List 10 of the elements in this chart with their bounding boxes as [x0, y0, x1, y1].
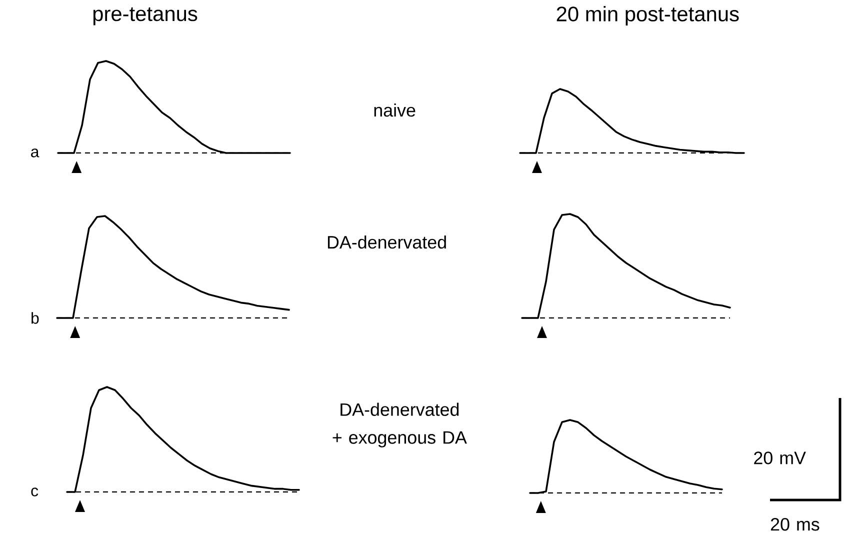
text: naive — [374, 104, 416, 117]
text: DA-denervated — [328, 235, 446, 249]
text: 20 ms — [770, 518, 820, 531]
y-axis-title: b — [32, 312, 39, 324]
y-axis-title: a — [31, 148, 40, 158]
y-axis-title: c — [31, 488, 38, 496]
text: 20 mV — [754, 452, 806, 464]
chart-title: 20 min post-tetanus — [556, 6, 739, 26]
text: DA-denervated + exogenous DA — [332, 402, 467, 448]
chart-title: pre-tetanus — [93, 7, 198, 26]
